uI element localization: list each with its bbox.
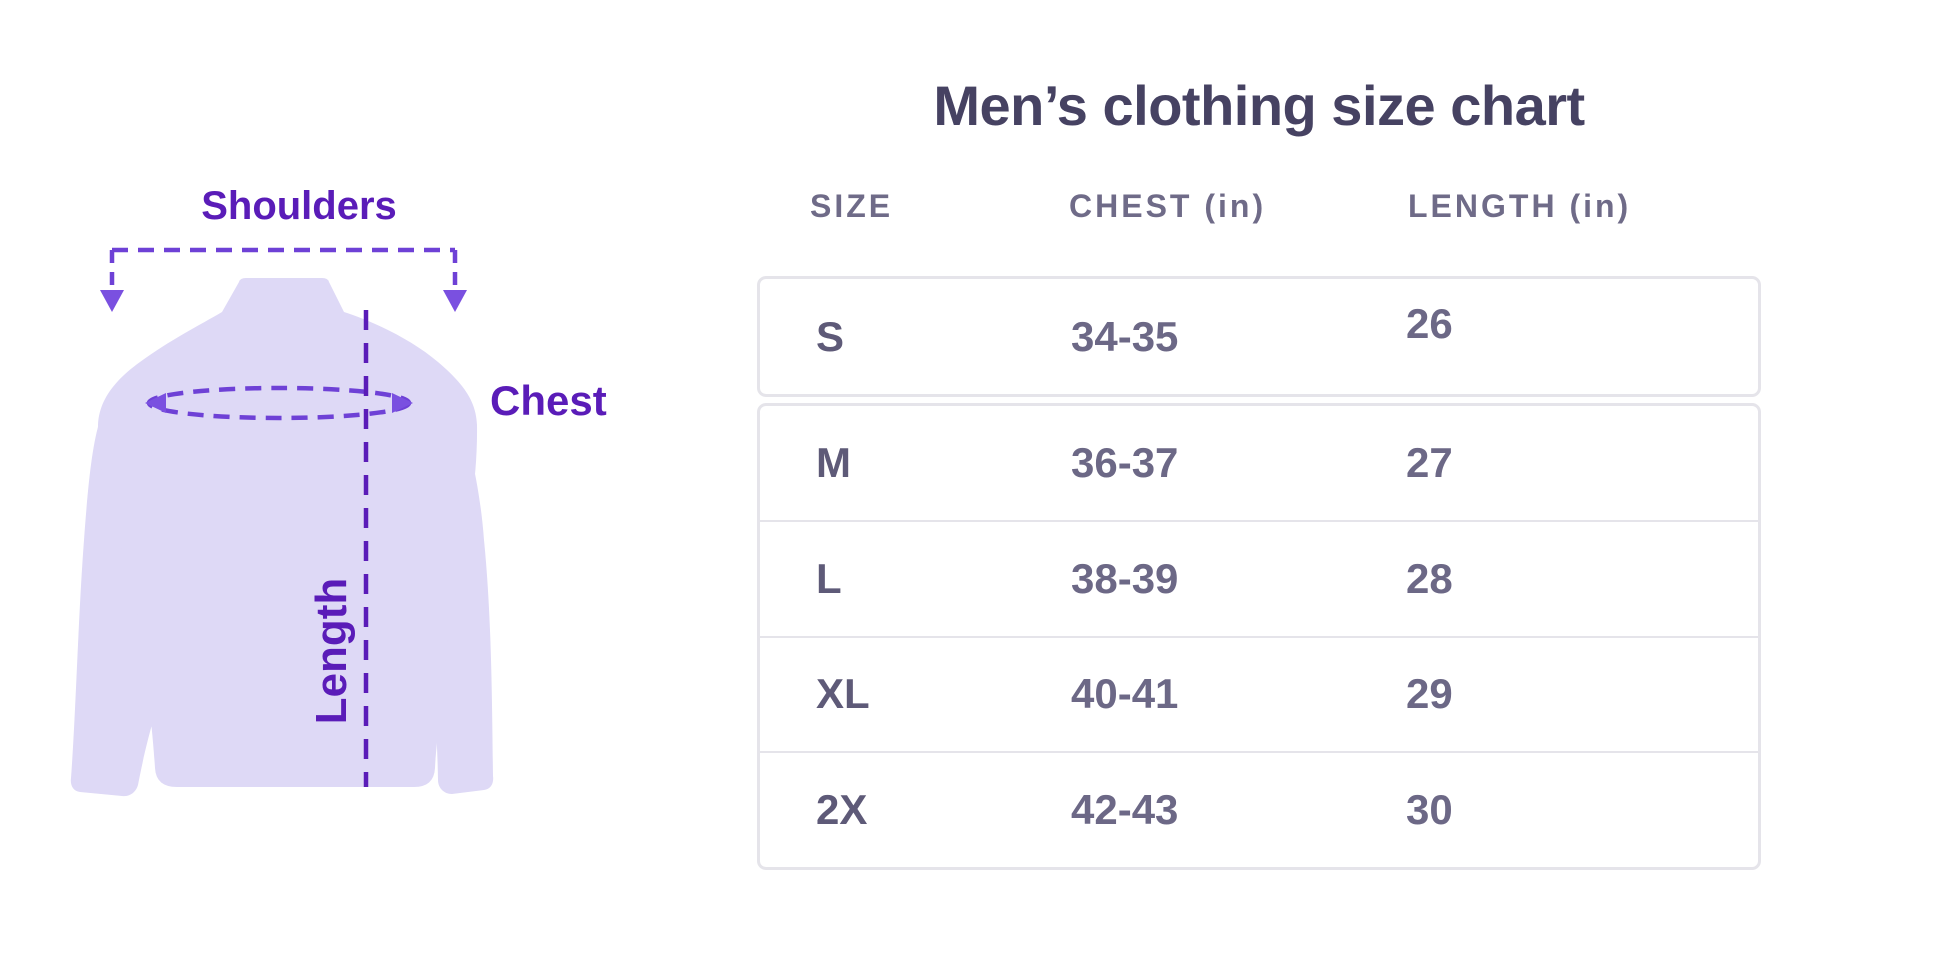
cell-size: S: [816, 312, 845, 360]
page-title: Men’s clothing size chart: [933, 74, 1585, 137]
cell-length: 28: [1406, 554, 1453, 602]
cell-size: L: [816, 554, 842, 602]
cell-chest: 36-37: [1071, 438, 1179, 486]
cell-length: 26: [1406, 299, 1453, 347]
cell-length: 27: [1406, 438, 1453, 486]
length-label: Length: [307, 577, 356, 725]
column-header-length: LENGTH (in): [1408, 188, 1632, 224]
cell-chest: 38-39: [1071, 554, 1179, 602]
table-row: L 38-39 28: [760, 519, 1758, 636]
cell-size: 2X: [816, 786, 868, 834]
chest-label: Chest: [490, 377, 607, 424]
column-header-size: SIZE: [810, 188, 894, 224]
cell-chest: 34-35: [1071, 312, 1179, 360]
shirt-illustration: [70, 247, 494, 797]
table-row-group-s: S 34-35 26: [757, 276, 1761, 397]
shoulders-label: Shoulders: [201, 184, 397, 228]
table-row-group-m-2x: M 36-37 27 L 38-39 28 XL 40-41 29 2X 42-…: [757, 403, 1761, 870]
chest-measure-ellipse: [145, 385, 413, 421]
cell-size: M: [816, 438, 851, 486]
table-row: S 34-35 26: [760, 279, 1758, 394]
shoulders-measure-arrows: [100, 247, 467, 312]
shirt-body: [97, 278, 478, 787]
cell-length: 29: [1406, 670, 1453, 718]
cell-length: 30: [1406, 786, 1453, 834]
cell-chest: 42-43: [1071, 786, 1179, 834]
table-row: 2X 42-43 30: [760, 751, 1758, 867]
cell-chest: 40-41: [1071, 670, 1179, 718]
table-row: M 36-37 27: [760, 406, 1758, 520]
table-row: XL 40-41 29: [760, 635, 1758, 752]
column-header-chest: CHEST (in): [1069, 188, 1267, 224]
cell-size: XL: [816, 670, 870, 718]
